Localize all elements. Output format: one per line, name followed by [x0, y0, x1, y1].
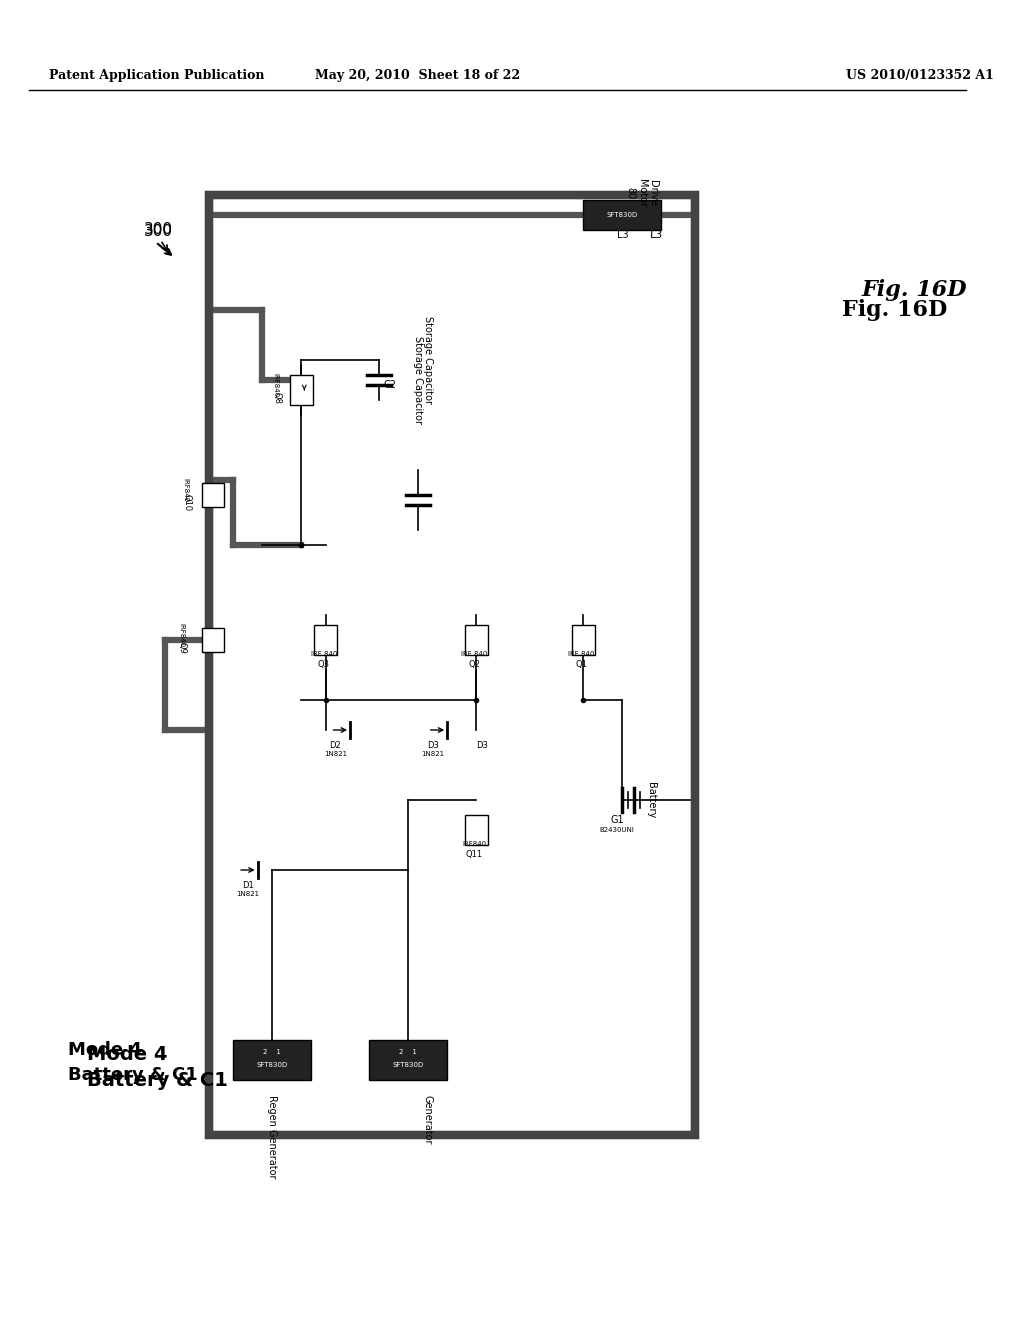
Text: Fig. 16D: Fig. 16D	[842, 300, 947, 321]
Text: May 20, 2010  Sheet 18 of 22: May 20, 2010 Sheet 18 of 22	[315, 69, 520, 82]
Text: D1: D1	[242, 880, 254, 890]
Text: D3: D3	[476, 741, 488, 750]
Bar	[370, 1040, 447, 1080]
Text: Battery & C1: Battery & C1	[68, 1067, 198, 1084]
Text: Mode 4: Mode 4	[68, 1041, 142, 1059]
Bar	[465, 624, 488, 655]
Text: Q11: Q11	[466, 850, 483, 859]
Text: SFT830D: SFT830D	[392, 1063, 424, 1068]
Text: IRF 840: IRF 840	[568, 651, 595, 657]
Bar	[209, 195, 695, 1135]
Text: US 2010/0123352 A1: US 2010/0123352 A1	[846, 69, 993, 82]
Text: Generator: Generator	[423, 1096, 433, 1144]
Text: Patent Application Publication: Patent Application Publication	[48, 69, 264, 82]
Text: D3: D3	[427, 741, 438, 750]
Bar	[202, 483, 223, 507]
Text: IRF840: IRF840	[463, 841, 486, 847]
Bar	[233, 1040, 311, 1080]
Text: Drive
Motor
80: Drive Motor 80	[625, 180, 658, 207]
Text: Q1: Q1	[575, 660, 588, 669]
Text: 1N821: 1N821	[324, 751, 347, 756]
Text: Mode 4: Mode 4	[87, 1045, 168, 1064]
Bar	[290, 375, 313, 405]
Text: SFT830D: SFT830D	[257, 1063, 288, 1068]
Bar	[202, 628, 223, 652]
Text: L3: L3	[649, 230, 663, 240]
Text: Q10: Q10	[182, 495, 191, 512]
Text: G1: G1	[610, 814, 624, 825]
Text: Q3: Q3	[317, 660, 330, 669]
Text: 1N821: 1N821	[237, 891, 259, 898]
Text: 2    1: 2 1	[263, 1049, 282, 1055]
Text: B2430UNI: B2430UNI	[600, 828, 635, 833]
Text: Storage Capacitor: Storage Capacitor	[413, 337, 423, 424]
Text: Q8: Q8	[272, 392, 282, 404]
Text: IRF840: IRF840	[272, 374, 279, 397]
Text: IRF840: IRF840	[178, 623, 184, 647]
Bar	[314, 624, 337, 655]
Text: IRF840: IRF840	[182, 478, 188, 502]
Text: IRF 840: IRF 840	[461, 651, 487, 657]
Bar	[209, 195, 695, 1135]
Text: Regen Generator: Regen Generator	[267, 1096, 278, 1179]
Bar	[465, 814, 488, 845]
Text: Battery & C1: Battery & C1	[87, 1071, 228, 1089]
Bar	[584, 201, 662, 230]
Text: Q9: Q9	[178, 642, 187, 653]
Text: 300: 300	[144, 224, 173, 239]
Text: Q2: Q2	[468, 660, 480, 669]
Text: Fig. 16D: Fig. 16D	[861, 279, 967, 301]
Text: 300: 300	[144, 223, 173, 238]
Text: IRF 840: IRF 840	[310, 651, 337, 657]
Text: 2    1: 2 1	[399, 1049, 417, 1055]
Text: Storage Capacitor: Storage Capacitor	[423, 315, 433, 404]
Bar	[571, 624, 595, 655]
Text: C2: C2	[384, 380, 397, 389]
Text: D2: D2	[330, 741, 341, 750]
Text: 1N821: 1N821	[421, 751, 444, 756]
Text: L3: L3	[617, 230, 629, 240]
Text: Battery: Battery	[646, 781, 656, 818]
Text: SFT830D: SFT830D	[606, 213, 638, 218]
